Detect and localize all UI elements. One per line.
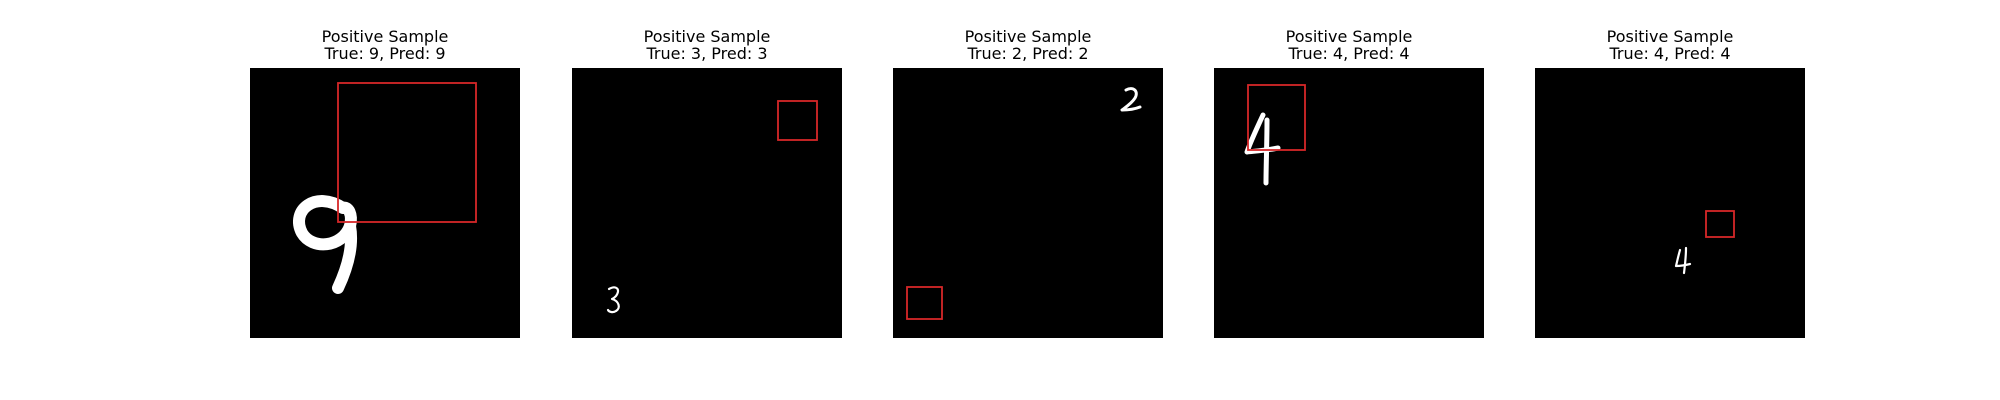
panel-title-line-1: Positive Sample (321, 27, 449, 46)
digit-glyph-9 (293, 195, 358, 294)
digit-glyph-2 (1120, 87, 1142, 112)
panel-title-line-4: Positive Sample (1285, 27, 1413, 46)
panel-title-3: Positive Sample True: 2, Pred: 2 (893, 28, 1163, 62)
panel-title-line-2: Positive Sample (643, 27, 771, 46)
sample-panel-3: Positive Sample True: 2, Pred: 2 (893, 0, 1163, 400)
sample-image-svg-3 (906, 87, 1142, 320)
bbox-3 (906, 286, 943, 320)
sample-panel-4: Positive Sample True: 4, Pred: 4 (1214, 0, 1484, 400)
sample-image-3 (893, 68, 1163, 338)
panel-subtitle-line-4: True: 4, Pred: 4 (1288, 44, 1410, 63)
panel-title-4: Positive Sample True: 4, Pred: 4 (1214, 28, 1484, 62)
digit-glyph-4 (1244, 112, 1281, 186)
bbox-2 (777, 100, 818, 141)
digit-glyph-4-small (1674, 246, 1692, 275)
bbox-1 (337, 82, 477, 223)
sample-image-svg-1 (293, 82, 477, 294)
sample-image-1 (250, 68, 520, 338)
panel-subtitle-line-5: True: 4, Pred: 4 (1609, 44, 1731, 63)
panel-title-1: Positive Sample True: 9, Pred: 9 (250, 28, 520, 62)
sample-image-5 (1535, 68, 1805, 338)
panel-subtitle-line-2: True: 3, Pred: 3 (646, 44, 768, 63)
sample-image-svg-4 (1244, 84, 1306, 186)
panel-title-line-3: Positive Sample (964, 27, 1092, 46)
bbox-5 (1705, 210, 1735, 238)
panel-subtitle-line-1: True: 9, Pred: 9 (324, 44, 446, 63)
digit-glyph-3 (606, 286, 620, 314)
sample-panel-1: Positive Sample True: 9, Pred: 9 (250, 0, 520, 400)
sample-image-svg-2 (606, 100, 818, 314)
panel-subtitle-line-3: True: 2, Pred: 2 (967, 44, 1089, 63)
sample-panel-5: Positive Sample True: 4, Pred: 4 (1535, 0, 1805, 400)
panel-title-line-5: Positive Sample (1606, 27, 1734, 46)
bbox-4 (1247, 84, 1306, 151)
panel-title-2: Positive Sample True: 3, Pred: 3 (572, 28, 842, 62)
panel-title-5: Positive Sample True: 4, Pred: 4 (1535, 28, 1805, 62)
sample-image-svg-5 (1674, 210, 1735, 275)
sample-image-2 (572, 68, 842, 338)
sample-panel-2: Positive Sample True: 3, Pred: 3 (572, 0, 842, 400)
sample-image-4 (1214, 68, 1484, 338)
